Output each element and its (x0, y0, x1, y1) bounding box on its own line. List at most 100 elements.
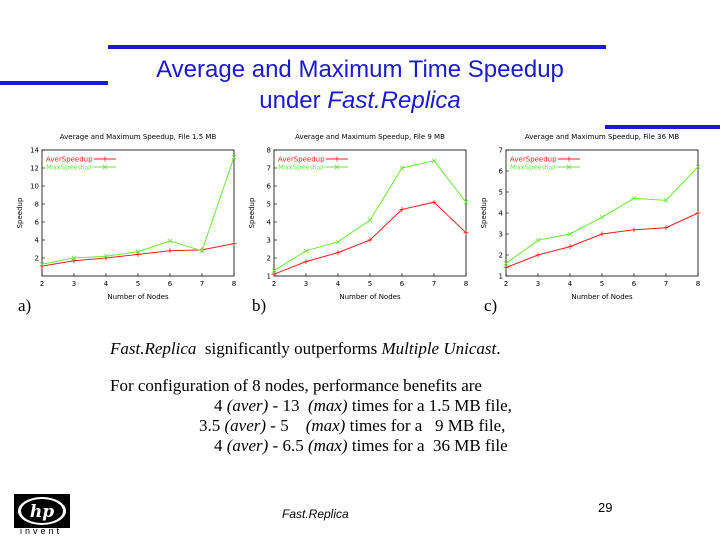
legend-label: MaxSpeedup (510, 164, 556, 172)
data-point-max (303, 248, 309, 254)
data-point-max (631, 195, 637, 201)
data-point-max (399, 165, 405, 171)
benefit-aver-label: (aver) (224, 416, 267, 435)
benefit-line-2: 3.5 (aver) - 5 (max) times for a 9 MB fi… (199, 417, 505, 435)
y-axis-label: Speedup (248, 197, 256, 228)
statement-mid: significantly outperforms (196, 339, 382, 358)
data-point-max (271, 268, 277, 274)
panel-letter-a: a) (18, 296, 32, 315)
data-point-max (167, 238, 173, 244)
panel-letter-b: b) (252, 296, 267, 315)
y-tick-label: 2 (35, 255, 39, 263)
y-tick-label: 8 (35, 201, 39, 209)
title-line-2: under Fast.Replica (100, 85, 620, 116)
data-point-max (135, 249, 141, 255)
x-tick-label: 7 (432, 280, 436, 288)
data-point-aver (503, 265, 509, 271)
x-tick-label: 4 (568, 280, 573, 288)
chart-title: Average and Maximum Speedup, File 9 MB (295, 133, 445, 141)
plot-frame (273, 149, 467, 277)
data-point-max (367, 217, 373, 223)
legend-label: MaxSpeedup (46, 164, 92, 172)
y-tick-label: 2 (499, 252, 503, 260)
x-tick-label: 5 (136, 280, 140, 288)
benefit-sep: - (266, 416, 281, 435)
data-point-max (103, 253, 109, 259)
benefit-aver-label: (aver) (226, 396, 269, 415)
data-point-aver (599, 231, 605, 237)
legend-marker (334, 156, 340, 162)
x-tick-label: 2 (40, 280, 44, 288)
benefit-sep: - (268, 396, 283, 415)
x-tick-label: 6 (168, 280, 173, 288)
data-point-aver (231, 241, 237, 247)
legend-label: MaxSpeedup (278, 164, 324, 172)
legend-label: AverSpeedup (278, 156, 325, 164)
data-point-max (39, 261, 45, 267)
data-point-max (431, 158, 437, 164)
y-tick-label: 2 (267, 255, 271, 263)
y-tick-label: 3 (499, 231, 503, 239)
data-point-max (463, 199, 469, 205)
x-tick-label: 8 (232, 280, 236, 288)
y-tick-label: 7 (267, 165, 271, 173)
y-tick-label: 10 (30, 183, 39, 191)
legend-label: AverSpeedup (46, 156, 93, 164)
data-point-max (503, 260, 509, 266)
page-number: 29 (598, 500, 613, 515)
statement-italic-1: Fast.Replica (110, 339, 197, 358)
data-point-aver (135, 251, 141, 257)
data-point-aver (631, 227, 637, 233)
y-axis-label: Speedup (480, 197, 488, 228)
statement-end: . (496, 339, 501, 358)
data-point-max (71, 255, 77, 261)
y-tick-label: 6 (267, 183, 272, 191)
data-point-aver (167, 248, 173, 254)
x-tick-label: 5 (368, 280, 372, 288)
y-tick-label: 6 (499, 168, 504, 176)
benefit-rest: times for a 36 MB file (347, 436, 508, 455)
y-tick-label: 12 (30, 165, 39, 173)
benefit-max-value: 5 (280, 416, 289, 435)
data-point-max (599, 214, 605, 220)
config-intro: For configuration of 8 nodes, performanc… (110, 376, 482, 395)
data-point-aver (663, 225, 669, 231)
benefit-max-label: (max) (307, 436, 348, 455)
y-tick-label: 5 (267, 201, 271, 209)
x-tick-label: 8 (464, 280, 468, 288)
x-tick-label: 3 (304, 280, 308, 288)
y-tick-label: 14 (30, 147, 39, 155)
legend-marker (566, 164, 572, 170)
benefit-max-value: 13 (282, 396, 300, 415)
chart-title: Average and Maximum Speedup, File 36 MB (525, 133, 679, 141)
data-point-max (663, 197, 669, 203)
y-tick-label: 4 (267, 219, 272, 227)
footer-text: Fast.Replica (282, 507, 349, 521)
data-point-aver (71, 258, 77, 264)
x-axis-label: Number of Nodes (107, 293, 169, 301)
y-tick-label: 5 (499, 189, 503, 197)
statement-text: Fast.Replica significantly outperforms M… (110, 340, 500, 358)
x-tick-label: 4 (336, 280, 341, 288)
x-tick-label: 7 (664, 280, 668, 288)
x-tick-label: 2 (504, 280, 508, 288)
benefit-rest: times for a 1.5 MB file, (347, 396, 512, 415)
data-point-max (199, 248, 205, 254)
legend-marker (102, 156, 108, 162)
chart-title: Average and Maximum Speedup, File 1.5 MB (60, 133, 217, 141)
slide-title: Average and Maximum Time Speedup under F… (100, 54, 620, 116)
data-point-max (695, 164, 701, 170)
benefit-max-label: (max) (305, 416, 346, 435)
benefit-aver-label: (aver) (226, 436, 269, 455)
hp-logo-text: hp (30, 502, 54, 522)
title-line-2-prefix: under (259, 87, 328, 114)
y-tick-label: 7 (499, 147, 503, 155)
x-tick-label: 6 (632, 280, 637, 288)
x-tick-label: 7 (200, 280, 204, 288)
x-axis-label: Number of Nodes (339, 293, 401, 301)
data-point-max (231, 154, 237, 160)
y-axis-label: Speedup (16, 197, 24, 228)
data-point-aver (695, 210, 701, 216)
x-tick-label: 8 (696, 280, 700, 288)
y-tick-label: 1 (267, 273, 271, 281)
